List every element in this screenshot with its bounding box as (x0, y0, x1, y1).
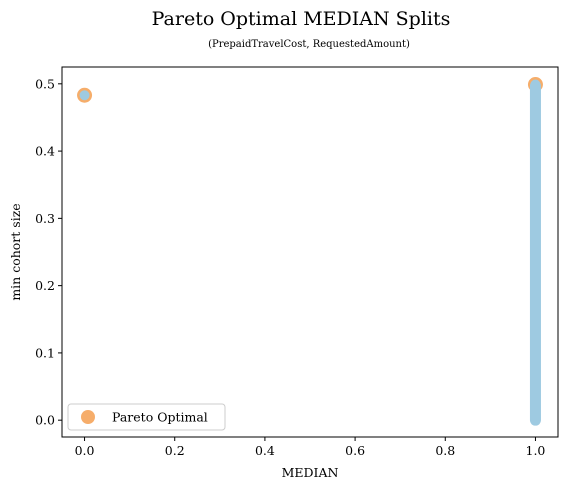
y-tick-label: 0.1 (35, 345, 55, 360)
x-axis-label: MEDIAN (282, 465, 339, 480)
y-tick-label: 0.2 (35, 278, 55, 293)
axis-ticks: 0.0 0.2 0.4 0.6 0.8 1.0 0.0 0.1 0.2 0.3 0.4 0.5 (35, 76, 545, 458)
split-point (530, 79, 541, 90)
y-tick-label: 0.5 (35, 76, 55, 91)
x-tick-label: 0.6 (345, 443, 365, 458)
axes-frame (61, 66, 559, 438)
legend-box (67, 403, 226, 431)
x-tick-label: 1.0 (526, 443, 546, 458)
chart-title: Pareto Optimal MEDIAN Splits (152, 8, 451, 30)
x-tick-label: 0.2 (165, 443, 185, 458)
x-tick-label: 0.4 (255, 443, 275, 458)
legend-marker-pareto-optimal (81, 410, 95, 424)
y-tick-label: 0.0 (35, 413, 55, 428)
y-tick-label: 0.3 (35, 211, 55, 226)
y-tick-label: 0.4 (35, 144, 55, 159)
legend-label-pareto-optimal: Pareto Optimal (112, 410, 208, 425)
plot-area (77, 76, 543, 426)
y-axis-label: min cohort size (8, 203, 23, 300)
split-point (79, 90, 90, 101)
x-tick-label: 0.0 (75, 443, 95, 458)
x-tick-label: 0.8 (435, 443, 455, 458)
chart-subtitle: (PrepaidTravelCost, RequestedAmount) (208, 39, 410, 50)
legend: Pareto Optimal (67, 403, 226, 431)
